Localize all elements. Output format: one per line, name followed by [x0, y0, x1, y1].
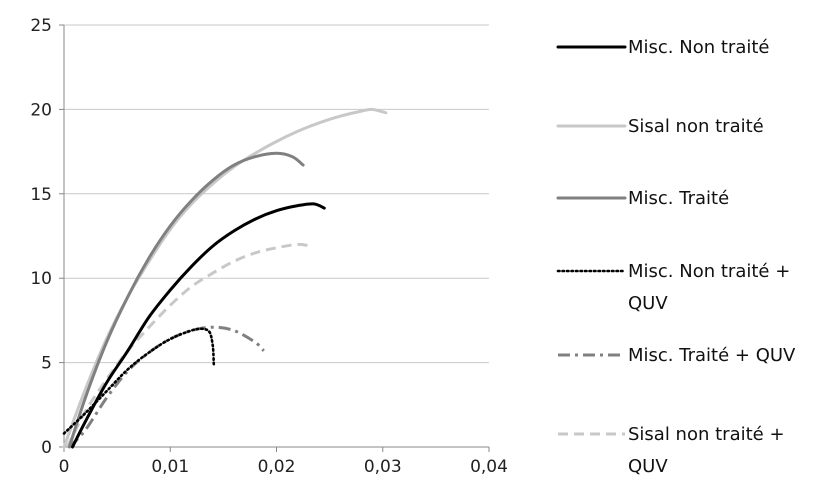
y-tick-label: 5 — [41, 354, 52, 374]
series-lines — [62, 107, 388, 449]
legend-label: Sisal non traité — [628, 116, 764, 137]
legend-item: Sisal non traité + QUV — [558, 424, 785, 477]
y-tick-labels: 0 5 10 15 20 25 — [30, 16, 52, 458]
grid-lines — [64, 24, 489, 364]
legend-label: Misc. Non traité + — [628, 261, 790, 282]
legend-item: Misc. Non traité + QUV — [556, 261, 790, 314]
legend-item: Sisal non traité — [556, 116, 764, 137]
series-line-4 — [62, 327, 216, 435]
series-line-5 — [68, 325, 265, 449]
legend-label: Sisal non traité + — [628, 424, 785, 445]
y-tick-label: 25 — [30, 16, 52, 36]
legend-item: Misc. Traité + QUV — [558, 345, 796, 366]
y-tick-label: 10 — [30, 269, 52, 289]
x-tick-labels: 0 0,01 0,02 0,03 0,04 — [59, 457, 508, 477]
x-tick-label: 0,04 — [470, 457, 508, 477]
legend-item: Misc. Traité — [556, 188, 729, 209]
legend-label: Misc. Non traité — [628, 37, 769, 58]
legend-label: QUV — [628, 456, 668, 477]
x-tick-label: 0,03 — [364, 457, 402, 477]
legend-item: Misc. Non traité — [556, 37, 769, 58]
x-tick-label: 0 — [59, 457, 70, 477]
y-tick-label: 0 — [41, 438, 52, 458]
legend-label: Misc. Traité + QUV — [628, 345, 796, 366]
legend-label: Misc. Traité — [628, 188, 729, 209]
x-tick-label: 0,02 — [258, 457, 296, 477]
axes — [59, 24, 490, 452]
series-line-1 — [71, 202, 326, 449]
legend-label: QUV — [628, 293, 668, 314]
legend: Misc. Non traité Sisal non traité Misc. Tr… — [556, 37, 796, 477]
y-tick-label: 15 — [30, 185, 52, 205]
y-tick-label: 20 — [30, 100, 52, 120]
x-tick-label: 0,01 — [151, 457, 189, 477]
series-line-3 — [67, 151, 305, 449]
